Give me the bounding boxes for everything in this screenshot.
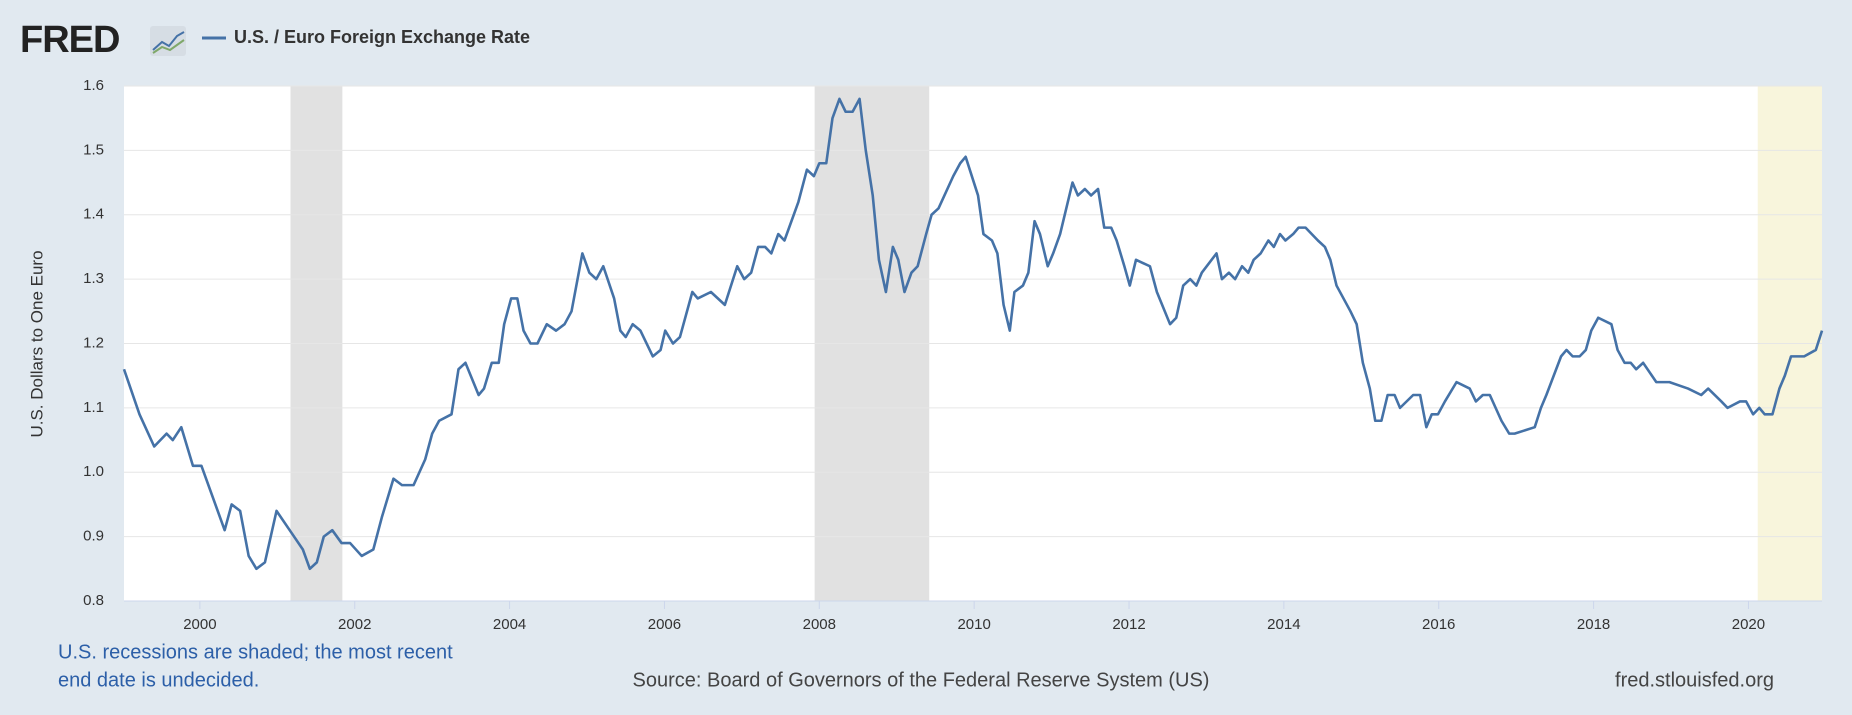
- x-tick-label: 2014: [1267, 616, 1300, 633]
- y-tick-label: 0.9: [83, 528, 104, 545]
- x-tick-label: 2020: [1732, 616, 1765, 633]
- x-tick-label: 2018: [1577, 616, 1610, 633]
- y-axis-label: U.S. Dollars to One Euro: [27, 250, 46, 437]
- note-line: end date is undecided.: [58, 669, 259, 691]
- x-tick-label: 2006: [648, 616, 681, 633]
- y-tick-label: 0.8: [83, 592, 104, 609]
- x-tick-label: 2002: [338, 616, 371, 633]
- x-tick-label: 2016: [1422, 616, 1455, 633]
- logo: FRED: [20, 19, 119, 61]
- y-tick-label: 1.6: [83, 77, 104, 94]
- y-tick-label: 1.5: [83, 141, 104, 158]
- x-tick-label: 2010: [957, 616, 990, 633]
- y-tick-label: 1.2: [83, 334, 104, 351]
- site: fred.stlouisfed.org: [1615, 669, 1774, 691]
- y-tick-label: 1.4: [83, 206, 104, 223]
- series-line: [122, 97, 1824, 571]
- x-tick-label: 2000: [183, 616, 216, 633]
- y-tick-label: 1.3: [83, 270, 104, 287]
- note-line: U.S. recessions are shaded; the most rec…: [58, 641, 453, 663]
- y-tick-label: 1.1: [83, 399, 104, 416]
- x-tick-label: 2012: [1112, 616, 1145, 633]
- logo-icon: [150, 26, 186, 56]
- x-tick-label: 2004: [493, 616, 526, 633]
- legend-label: U.S. / Euro Foreign Exchange Rate: [234, 27, 530, 47]
- y-tick-label: 1.0: [83, 463, 104, 480]
- source: Source: Board of Governors of the Federa…: [633, 669, 1210, 691]
- x-tick-label: 2008: [803, 616, 836, 633]
